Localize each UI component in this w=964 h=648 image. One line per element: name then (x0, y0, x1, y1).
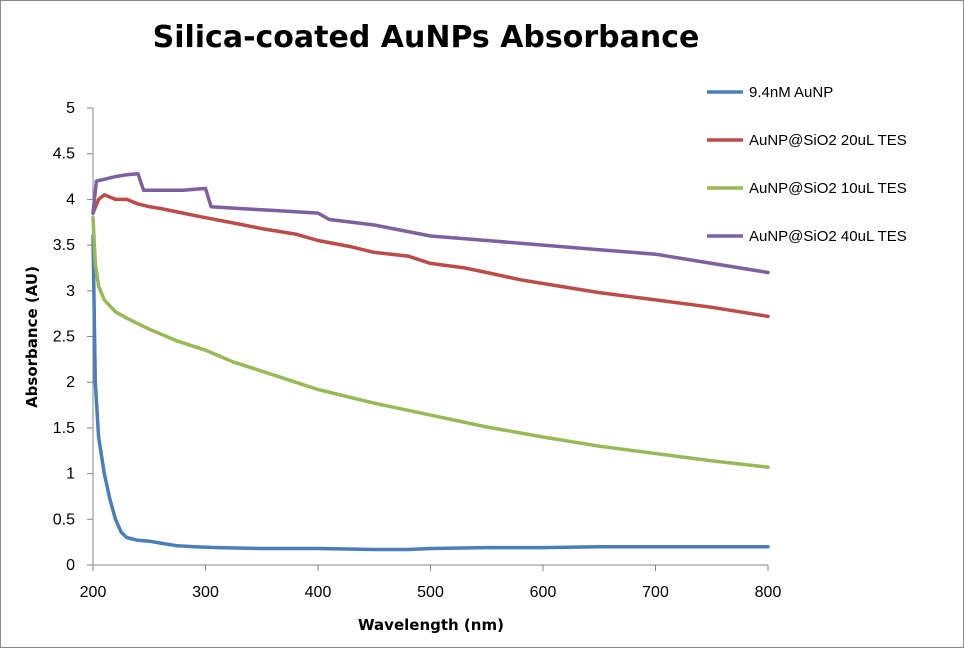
y-tick-label: 2 (66, 374, 75, 391)
legend: 9.4nM AuNP AuNP@SiO2 20uL TES AuNP@SiO2 10… (707, 84, 907, 245)
series-line (91, 193, 770, 319)
legend-label: AuNP@SiO2 20uL TES (749, 132, 907, 149)
series-line (91, 215, 770, 469)
x-tick-label: 800 (755, 584, 782, 601)
y-tick-label: 4 (66, 191, 75, 208)
x-axis-title: Wavelength (nm) (358, 616, 504, 634)
series-line (91, 234, 770, 552)
y-tick-label: 1.5 (53, 420, 75, 437)
x-tick-label: 600 (530, 584, 557, 601)
y-tick-label: 3 (66, 283, 75, 300)
legend-label: AuNP@SiO2 10uL TES (749, 180, 907, 197)
y-tick-label: 0.5 (53, 511, 75, 528)
y-tick-label: 3.5 (53, 237, 75, 254)
y-axis-title: Absorbance (AU) (23, 266, 41, 408)
y-tick-label: 0 (66, 557, 75, 574)
plot-area: 0 0.5 1 1.5 2 2.5 3 3.5 4 4.5 5 200 300 400 500 600 700 8… (53, 100, 782, 601)
series-line (91, 172, 770, 275)
y-tick-label: 5 (66, 100, 75, 117)
chart-title: Silica-coated AuNPs Absorbance (153, 20, 700, 55)
y-tick-label: 1 (66, 466, 75, 483)
x-tick-label: 300 (192, 584, 219, 601)
x-tick-label: 200 (80, 584, 107, 601)
legend-label: AuNP@SiO2 40uL TES (749, 228, 907, 245)
x-tick-label: 700 (642, 584, 669, 601)
legend-label: 9.4nM AuNP (749, 84, 833, 101)
x-tick-label: 400 (305, 584, 332, 601)
y-tick-label: 2.5 (53, 329, 75, 346)
x-tick-label: 500 (417, 584, 444, 601)
y-tick-label: 4.5 (53, 146, 75, 163)
